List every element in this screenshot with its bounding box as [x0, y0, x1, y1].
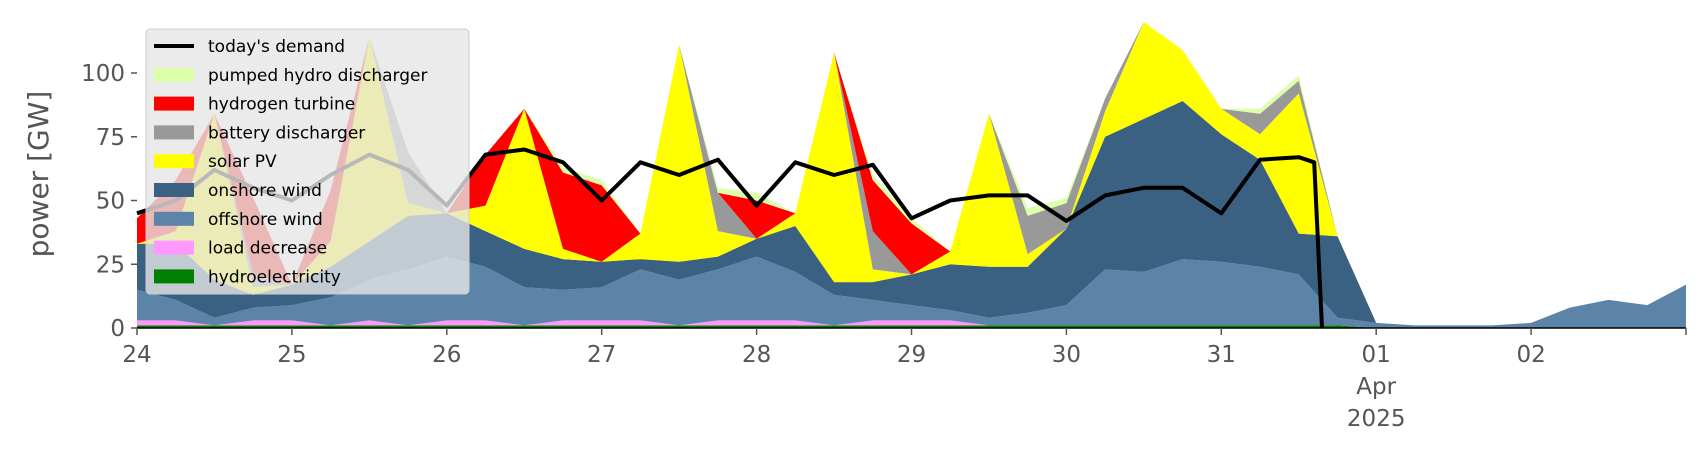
x-tick-label: 31	[1207, 342, 1236, 368]
x-tick-label: 02	[1516, 342, 1545, 368]
x-tick-label: 24	[122, 342, 151, 368]
legend-label-hydrogen-turbine: hydrogen turbine	[208, 95, 355, 115]
x-tick-label: 01	[1362, 342, 1391, 368]
area-solar-pv	[137, 22, 1686, 326]
legend-box	[145, 28, 470, 295]
legend: today's demand pumped hydro discharger hyd…	[145, 28, 470, 295]
x-tick-label: 29	[897, 342, 926, 368]
y-tick-label: 50	[96, 189, 125, 215]
y-axis-label: power [GW]	[22, 91, 55, 258]
x-tick-label: 2025	[1347, 406, 1406, 432]
legend-label-offshore-wind: offshore wind	[208, 210, 323, 230]
axes: 0 25 50 75 100 24 25 26 27 28 29 30 31 01 Apr 2025 02	[81, 61, 1687, 432]
x-tick-label: 25	[277, 342, 306, 368]
legend-label-onshore-wind: onshore wind	[208, 181, 322, 201]
legend-swatch-hydrogen-turbine	[154, 96, 194, 111]
legend-swatch-pumped-hydro-discharger	[154, 67, 194, 82]
legend-swatch-battery-discharger	[154, 125, 194, 140]
area-hydrogen-turbine	[137, 22, 1686, 326]
legend-label-solar-pv: solar PV	[208, 152, 277, 172]
y-tick-label: 75	[96, 125, 125, 151]
x-tick-label: 26	[432, 342, 461, 368]
legend-label-battery-discharger: battery discharger	[208, 123, 365, 143]
y-tick-label: 0	[110, 316, 125, 342]
legend-label-load-decrease: load decrease	[208, 239, 327, 259]
legend-swatch-solar-pv	[154, 154, 194, 169]
area-load-decrease	[137, 320, 1686, 328]
legend-swatch-offshore-wind	[154, 211, 194, 226]
y-tick-label: 25	[96, 252, 125, 278]
legend-label-hydroelectricity: hydroelectricity	[208, 267, 341, 287]
area-onshore-wind	[137, 101, 1686, 326]
legend-swatch-hydroelectricity	[154, 269, 194, 284]
legend-swatch-onshore-wind	[154, 183, 194, 197]
y-tick-label: 100	[81, 61, 125, 87]
x-tick-label: Apr	[1356, 374, 1396, 400]
area-offshore-wind	[137, 256, 1686, 328]
x-tick-label: 27	[587, 342, 616, 368]
legend-label-today-s-demand: today's demand	[208, 37, 345, 57]
legend-label-pumped-hydro-discharger: pumped hydro discharger	[208, 66, 427, 86]
x-tick-label: 28	[742, 342, 771, 368]
legend-swatch-load-decrease	[154, 240, 194, 255]
x-tick-label: 30	[1052, 342, 1081, 368]
